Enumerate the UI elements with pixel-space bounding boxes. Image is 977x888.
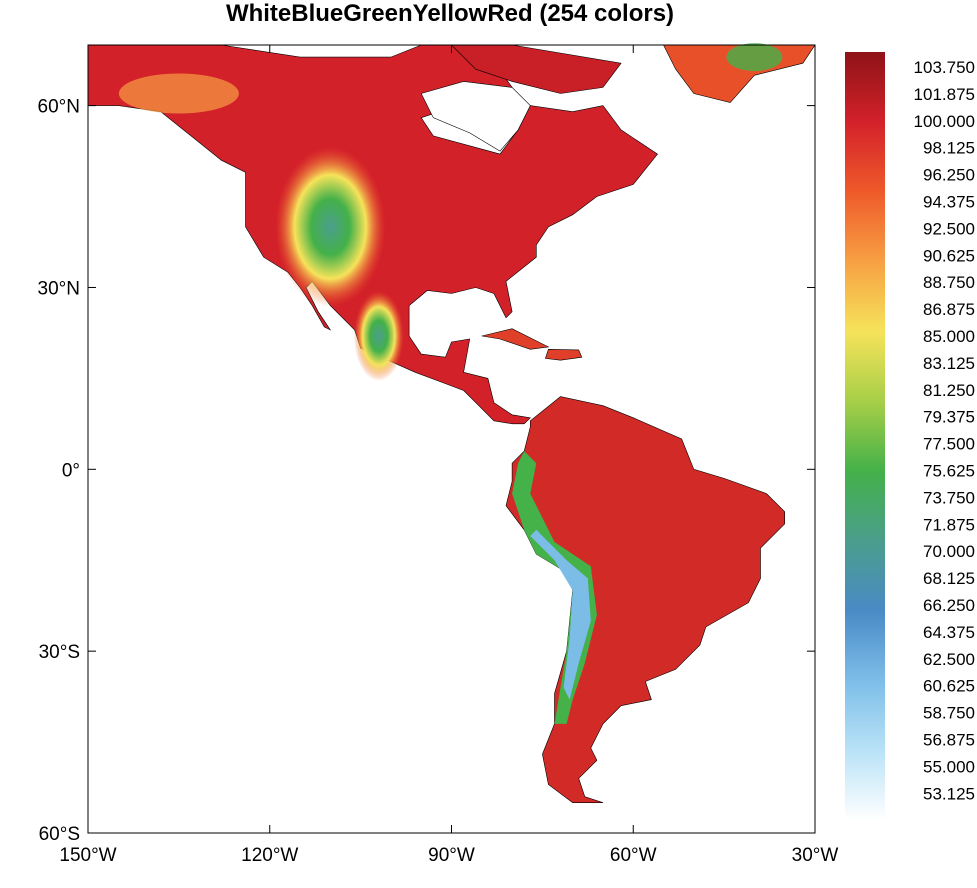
land-layer <box>87 43 816 804</box>
colorbar-labels: 103.750 101.875 100.000 98.125 96.250 94.375 9… <box>914 58 975 803</box>
colorbar-label: 103.750 <box>914 58 975 77</box>
rocky-mountains-highland <box>275 146 386 307</box>
colorbar-label: 73.750 <box>923 488 975 507</box>
greenland-ice <box>726 43 783 72</box>
colorbar <box>845 52 885 820</box>
x-tick-label: 60°W <box>610 845 657 866</box>
y-tick-label: 30°N <box>38 278 80 299</box>
y-tick-label: 60°S <box>39 824 80 845</box>
andes-altiplano <box>530 529 591 700</box>
colorbar-label: 85.000 <box>923 327 975 346</box>
colorbar-label: 98.125 <box>923 139 975 158</box>
x-tick-label: 120°W <box>241 845 298 866</box>
colorbar-label: 75.625 <box>923 462 975 481</box>
colorbar-label: 96.250 <box>923 166 975 185</box>
colorbar-label: 86.875 <box>923 300 975 319</box>
colorbar-label: 66.250 <box>923 596 975 615</box>
colorbar-label: 88.750 <box>923 273 975 292</box>
colorbar-label: 58.750 <box>923 704 975 723</box>
colorbar-label: 77.500 <box>923 435 975 454</box>
plot-title: WhiteBlueGreenYellowRed (254 colors) <box>225 0 675 27</box>
colorbar-label: 70.000 <box>923 542 975 561</box>
colorbar-label: 81.250 <box>923 381 975 400</box>
colorbar-label: 101.875 <box>914 85 975 104</box>
colorbar-label: 83.125 <box>923 354 975 373</box>
alaska-highland <box>118 73 239 114</box>
axis-ticks: 150°W 120°W 90°W 60°W 30°W 60°N 30°N 0° 30°S 60°S <box>38 45 839 866</box>
colorbar-label: 100.000 <box>914 112 975 131</box>
x-tick-label: 150°W <box>59 845 116 866</box>
hispaniola-land <box>545 348 583 361</box>
colorbar-label: 56.875 <box>923 731 975 750</box>
colorbar-label: 60.625 <box>923 677 975 696</box>
y-tick-label: 30°S <box>39 642 80 663</box>
hudson-bay-water <box>420 81 531 152</box>
colorbar-label: 64.375 <box>923 623 975 642</box>
cuba-land <box>481 328 550 350</box>
colorbar-label: 53.125 <box>923 784 975 803</box>
colorbar-label: 90.625 <box>923 246 975 265</box>
baffin-island-land <box>450 44 622 94</box>
x-tick-label: 30°W <box>792 845 839 866</box>
mexico-highland <box>353 290 404 381</box>
colorbar-label: 79.375 <box>923 408 975 427</box>
y-tick-label: 60°N <box>38 97 80 118</box>
x-tick-label: 90°W <box>428 845 475 866</box>
colorbar-label: 68.125 <box>923 569 975 588</box>
south-america-land <box>505 396 786 804</box>
colorbar-label: 71.875 <box>923 515 975 534</box>
colorbar-label: 55.000 <box>923 757 975 776</box>
y-tick-label: 0° <box>62 460 80 481</box>
colorbar-label: 94.375 <box>923 193 975 212</box>
colorbar-label: 62.500 <box>923 650 975 669</box>
colorbar-label: 92.500 <box>923 219 975 238</box>
